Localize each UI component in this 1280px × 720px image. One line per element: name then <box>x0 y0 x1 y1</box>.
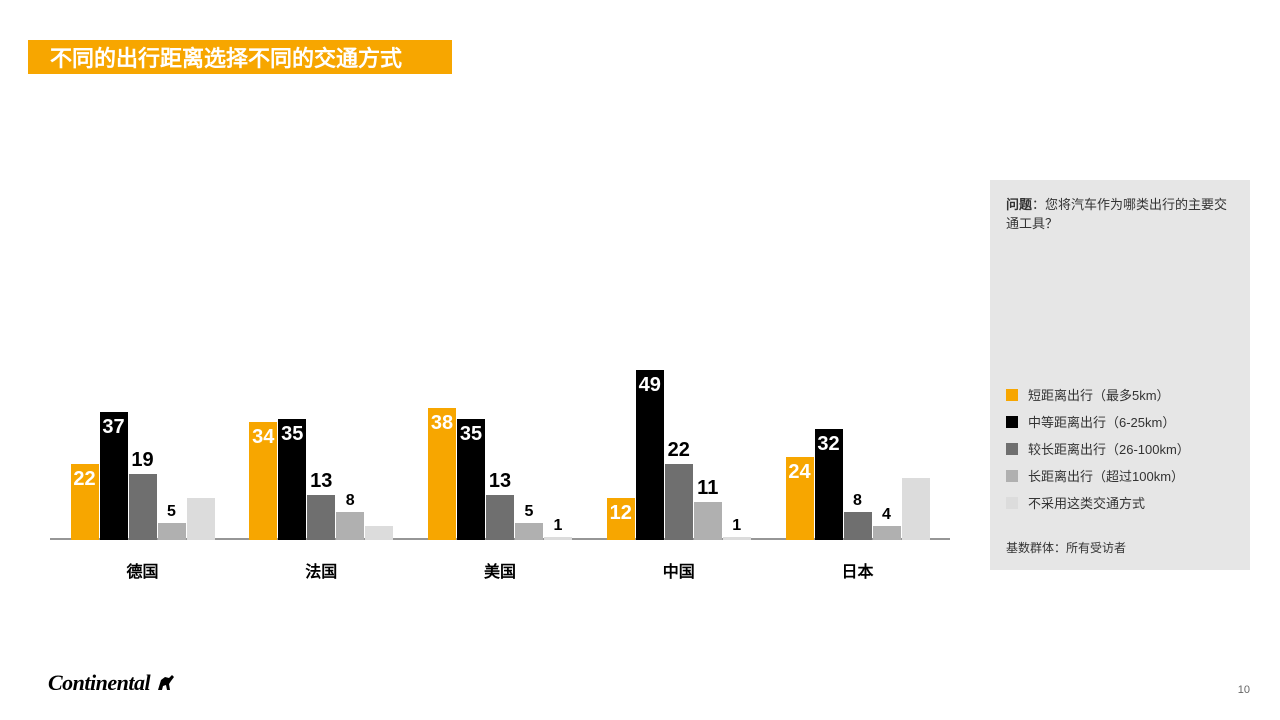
chart-group: 124922111中国 <box>596 340 761 540</box>
legend-item: 短距离出行（最多5km） <box>1006 385 1190 404</box>
bar: 1 <box>544 537 572 540</box>
bar: 8 <box>336 512 364 540</box>
bar <box>365 526 393 540</box>
bar: 22 <box>665 464 693 540</box>
bar-value: 5 <box>525 503 534 523</box>
bar-cluster: 3435138 <box>249 419 393 540</box>
bar-value: 8 <box>346 492 355 512</box>
brand-logo: Continental <box>48 670 177 696</box>
category-label: 法国 <box>239 558 404 582</box>
bar: 5 <box>158 523 186 540</box>
bar-value: 22 <box>73 468 95 491</box>
bar-value: 5 <box>167 503 176 523</box>
bar: 8 <box>844 512 872 540</box>
chart-group: 2237195德国 <box>60 340 225 540</box>
bar: 22 <box>71 464 99 540</box>
bar: 32 <box>815 429 843 540</box>
bar: 5 <box>515 523 543 540</box>
bar-value: 22 <box>668 439 690 464</box>
bar: 11 <box>694 502 722 540</box>
legend-item: 中等距离出行（6-25km） <box>1006 412 1190 431</box>
bar: 38 <box>428 408 456 540</box>
legend-swatch <box>1006 470 1018 482</box>
legend: 短距离出行（最多5km） 中等距离出行（6-25km） 较长距离出行（26-100k… <box>1006 385 1190 520</box>
category-label: 德国 <box>60 558 225 582</box>
legend-swatch <box>1006 443 1018 455</box>
legend-item: 长距离出行（超过100km） <box>1006 466 1190 485</box>
bar-value: 34 <box>252 426 274 449</box>
bar: 13 <box>486 495 514 540</box>
side-panel: 问题：您将汽车作为哪类出行的主要交通工具？ 短距离出行（最多5km） 中等距离出行… <box>990 180 1250 570</box>
bar: 49 <box>636 370 664 540</box>
base-note: 基数群体：所有受访者 <box>1006 539 1126 556</box>
legend-label: 不采用这类交通方式 <box>1028 493 1145 512</box>
bar: 4 <box>873 526 901 540</box>
bar-cluster: 24 32 84 <box>786 429 930 540</box>
legend-label: 较长距离出行（26-100km） <box>1028 439 1190 458</box>
bar <box>187 498 215 540</box>
legend-label: 长距离出行（超过100km） <box>1028 466 1184 485</box>
bar: 34 <box>249 422 277 540</box>
bar-value: 8 <box>853 492 862 512</box>
logo-text: Continental <box>48 670 150 695</box>
bar-value: 37 <box>102 416 124 439</box>
question-block: 问题：您将汽车作为哪类出行的主要交通工具？ <box>1006 194 1234 232</box>
page-title: 不同的出行距离选择不同的交通方式 <box>50 41 402 73</box>
bar: 37 <box>100 412 128 540</box>
legend-item: 较长距离出行（26-100km） <box>1006 439 1190 458</box>
legend-label: 中等距离出行（6-25km） <box>1028 412 1175 431</box>
bar-value: 35 <box>281 423 303 446</box>
horse-icon <box>155 672 177 692</box>
question-label: 问题 <box>1006 197 1032 212</box>
bar-value: 13 <box>489 470 511 495</box>
bar: 35 <box>457 419 485 540</box>
page-number: 10 <box>1238 684 1250 696</box>
category-label: 日本 <box>775 558 940 582</box>
bar-value: 11 <box>697 477 718 502</box>
bar-value: 38 <box>431 412 453 435</box>
title-bar: 不同的出行距离选择不同的交通方式 <box>28 40 452 74</box>
bar-cluster: 124922111 <box>607 370 751 540</box>
chart-groups: 2237195德国3435138法国38351351美国124922111中国2… <box>60 340 940 540</box>
bar-value: 32 <box>817 433 839 456</box>
bar-value: 13 <box>310 470 332 495</box>
bar-value: 35 <box>460 423 482 446</box>
category-label: 美国 <box>418 558 583 582</box>
chart-group: 3435138法国 <box>239 340 404 540</box>
legend-item: 不采用这类交通方式 <box>1006 493 1190 512</box>
bar-value: 12 <box>610 502 632 525</box>
bar-value: 1 <box>554 517 563 537</box>
bar <box>902 478 930 540</box>
bar-value: 4 <box>882 506 891 526</box>
legend-label: 短距离出行（最多5km） <box>1028 385 1170 404</box>
question-text: ：您将汽车作为哪类出行的主要交通工具？ <box>1006 197 1227 231</box>
bar: 1 <box>723 537 751 540</box>
bar-value: 1 <box>732 517 741 537</box>
legend-swatch <box>1006 416 1018 428</box>
bar: 13 <box>307 495 335 540</box>
bar: 24 <box>786 457 814 540</box>
category-label: 中国 <box>596 558 761 582</box>
bar: 35 <box>278 419 306 540</box>
bar-cluster: 38351351 <box>428 408 572 540</box>
bar-value: 24 <box>788 461 810 484</box>
legend-swatch <box>1006 497 1018 509</box>
bar: 19 <box>129 474 157 540</box>
chart-group: 243284日本 <box>775 340 940 540</box>
bar-cluster: 2237195 <box>71 412 215 540</box>
chart: 2237195德国3435138法国38351351美国124922111中国2… <box>60 340 940 580</box>
bar-value: 19 <box>131 449 153 474</box>
bar: 12 <box>607 498 635 540</box>
legend-swatch <box>1006 389 1018 401</box>
bar-value: 49 <box>639 374 661 397</box>
chart-group: 38351351美国 <box>418 340 583 540</box>
